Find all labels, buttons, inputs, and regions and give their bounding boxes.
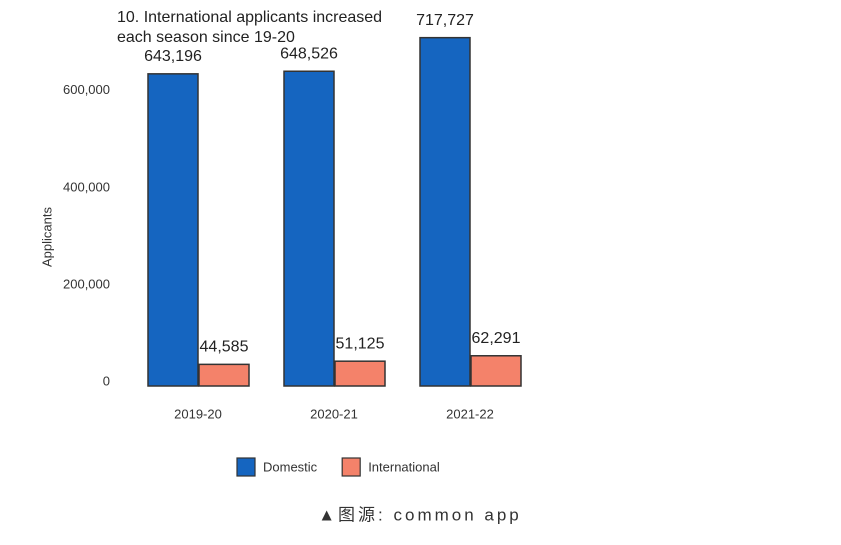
y-tick-label: 400,000 <box>63 179 110 194</box>
value-label: 717,727 <box>416 12 474 29</box>
bar <box>419 36 471 387</box>
legend-swatch <box>236 457 256 477</box>
value-label: 648,526 <box>280 45 338 62</box>
legend-label: Domestic <box>263 459 318 474</box>
legend-label: International <box>368 459 440 474</box>
chart-title: each season since 19-20 <box>117 29 295 46</box>
bar <box>198 363 250 387</box>
chart-title: 10. International applicants increased <box>117 9 382 26</box>
bar <box>334 360 386 387</box>
source: ▲图源: common app <box>318 505 522 524</box>
y-tick-label: 600,000 <box>63 82 110 97</box>
y-tick-label: 200,000 <box>63 276 110 291</box>
x-tick-label: 2021-22 <box>446 406 494 421</box>
bar <box>470 355 522 387</box>
bar <box>147 73 199 387</box>
value-label: 51,125 <box>336 335 385 352</box>
x-tick-label: 2019-20 <box>174 406 222 421</box>
value-label: 44,585 <box>200 339 249 356</box>
legend-swatch <box>341 457 361 477</box>
y-axis-label: Applicants <box>39 207 54 267</box>
x-tick-label: 2020-21 <box>310 406 358 421</box>
value-label: 643,196 <box>144 48 202 65</box>
bar <box>283 70 335 387</box>
y-tick-label: 0 <box>103 373 110 388</box>
value-label: 62,291 <box>472 330 521 347</box>
